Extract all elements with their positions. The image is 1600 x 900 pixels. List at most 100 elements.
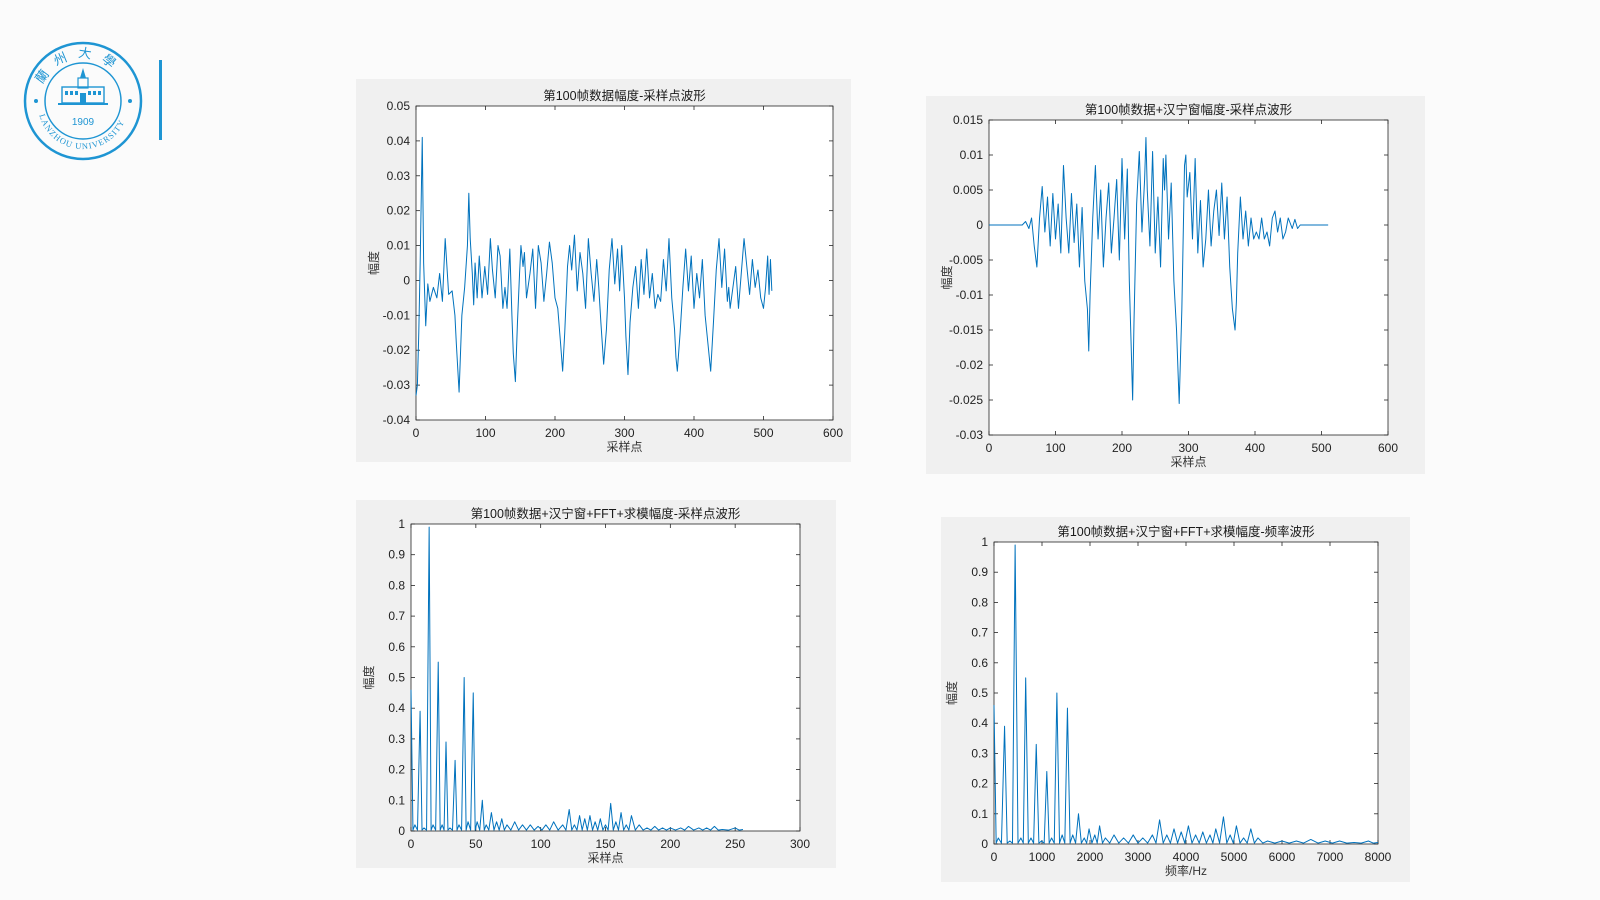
x-tick-label: 300 — [614, 426, 634, 440]
x-tick-label: 8000 — [1365, 850, 1392, 864]
x-tick-label: 3000 — [1125, 850, 1152, 864]
x-tick-label: 300 — [1178, 441, 1198, 455]
y-tick-label: -0.02 — [383, 343, 411, 357]
series-line — [989, 137, 1329, 404]
y-tick-label: 0 — [398, 824, 405, 838]
y-tick-label: 0.02 — [387, 204, 411, 218]
x-tick-label: 600 — [823, 426, 843, 440]
y-tick-label: -0.005 — [949, 253, 983, 267]
y-tick-label: 0.03 — [387, 169, 411, 183]
x-tick-label: 0 — [986, 441, 993, 455]
x-axis-label: 采样点 — [606, 439, 642, 454]
x-tick-label: 4000 — [1173, 850, 1200, 864]
series-line — [415, 136, 773, 396]
y-tick-label: -0.03 — [383, 378, 411, 392]
y-tick-label: 0.4 — [971, 716, 988, 730]
x-tick-label: 200 — [1112, 441, 1132, 455]
x-tick-label: 100 — [531, 837, 551, 851]
chart-svg-3: 0 50 100 150 200 250 300 0 0.1 0.2 0.3 0.4 0.5 0.6 0.7… — [361, 506, 810, 865]
y-tick-label: 0.2 — [388, 763, 405, 777]
y-tick-label: 0.005 — [953, 183, 983, 197]
y-tick-label: -0.015 — [949, 323, 983, 337]
x-tick-label: 100 — [1045, 441, 1065, 455]
x-tick-label: 0 — [408, 837, 415, 851]
x-tick-label: 0 — [413, 426, 420, 440]
chart-title: 第100帧数据+汉宁窗+FFT+求模幅度-频率波形 — [1057, 524, 1315, 539]
chart-panel-fft-samples: 0 50 100 150 200 250 300 0 0.1 0.2 0.3 0.4 0.5 0.6 0.7… — [356, 500, 836, 868]
chart-panel-raw-frame: 0 100 200 300 400 500 600 -0.04 -0.03 -0.02 -0.01 0… — [356, 79, 851, 462]
y-tick-label: 0.6 — [971, 656, 988, 670]
x-tick-label: 1000 — [1029, 850, 1056, 864]
y-tick-label: 1 — [398, 517, 405, 531]
y-tick-label: 0.9 — [388, 548, 405, 562]
x-axis-label: 采样点 — [587, 850, 623, 865]
x-tick-label: 50 — [469, 837, 483, 851]
y-tick-label: 0.1 — [388, 793, 405, 807]
y-tick-label: 0.5 — [971, 686, 988, 700]
chart-title: 第100帧数据+汉宁窗+FFT+求模幅度-采样点波形 — [471, 506, 741, 521]
y-tick-label: 1 — [981, 535, 988, 549]
y-tick-label: 0.05 — [387, 99, 411, 113]
y-tick-label: 0.2 — [971, 777, 988, 791]
y-tick-label: -0.01 — [383, 308, 411, 322]
y-tick-label: -0.025 — [949, 393, 983, 407]
y-tick-label: 0.01 — [960, 148, 984, 162]
chart-panel-hanning-frame: 0 100 200 300 400 500 600 -0.03 -0.025 -0.02 -0.01… — [926, 96, 1425, 474]
x-tick-label: 200 — [660, 837, 680, 851]
x-axis-label: 频率/Hz — [1165, 863, 1207, 878]
plot-area — [993, 541, 1379, 845]
x-tick-label: 2000 — [1077, 850, 1104, 864]
y-tick-label: 0.7 — [388, 609, 405, 623]
y-tick-label: 0.8 — [971, 595, 988, 609]
chart-title: 第100帧数据+汉宁窗幅度-采样点波形 — [1085, 102, 1293, 117]
y-tick-label: -0.01 — [956, 288, 984, 302]
building-icon — [58, 68, 108, 105]
y-tick-label: 0.015 — [953, 113, 983, 127]
y-tick-label: 0.3 — [971, 746, 988, 760]
x-tick-label: 400 — [1245, 441, 1265, 455]
y-axis-label: 幅度 — [361, 665, 376, 689]
y-tick-label: 0.5 — [388, 671, 405, 685]
x-tick-label: 300 — [790, 837, 810, 851]
y-axis-label: 幅度 — [944, 681, 959, 705]
y-tick-label: -0.03 — [956, 428, 984, 442]
y-axis-label: 幅度 — [939, 265, 954, 289]
y-tick-label: 0 — [403, 273, 410, 287]
y-tick-label: 0.3 — [388, 732, 405, 746]
x-tick-label: 200 — [545, 426, 565, 440]
x-tick-label: 7000 — [1317, 850, 1344, 864]
y-tick-label: 0.1 — [971, 807, 988, 821]
x-tick-label: 600 — [1378, 441, 1398, 455]
logo-year: 1909 — [72, 117, 95, 128]
plot-area — [415, 105, 834, 421]
x-tick-label: 150 — [595, 837, 615, 851]
chart-svg-4: 0 1000 2000 3000 4000 5000 6000 7000 8000 0 0.1 0.2… — [944, 524, 1392, 878]
y-axis-label: 幅度 — [366, 251, 381, 275]
university-logo: 蘭州大學 LANZHOU UNIVERSITY 1909 — [23, 41, 143, 161]
y-tick-label: 0 — [976, 218, 983, 232]
chart-panel-fft-frequency: 0 1000 2000 3000 4000 5000 6000 7000 8000 0 0.1 0.2… — [941, 517, 1410, 882]
chart-title: 第100帧数据幅度-采样点波形 — [543, 88, 706, 103]
series-line — [410, 526, 744, 831]
y-tick-label: 0 — [981, 837, 988, 851]
y-tick-label: 0.8 — [388, 578, 405, 592]
plot-area — [988, 119, 1389, 436]
chart-svg-1: 0 100 200 300 400 500 600 -0.04 -0.03 -0.02 -0.01 0… — [366, 88, 843, 454]
x-tick-label: 0 — [991, 850, 998, 864]
y-tick-label: 0.6 — [388, 640, 405, 654]
x-tick-label: 400 — [684, 426, 704, 440]
x-tick-label: 500 — [1311, 441, 1331, 455]
y-tick-label: 0.7 — [971, 626, 988, 640]
header-divider — [159, 60, 162, 140]
y-tick-label: -0.04 — [383, 413, 411, 427]
chart-svg-2: 0 100 200 300 400 500 600 -0.03 -0.025 -0.02 -0.01… — [939, 102, 1398, 469]
series-line — [993, 544, 1379, 844]
x-axis-label: 采样点 — [1170, 454, 1206, 469]
x-tick-label: 100 — [475, 426, 495, 440]
x-tick-label: 500 — [753, 426, 773, 440]
plot-area — [410, 523, 801, 832]
y-tick-label: 0.04 — [387, 134, 411, 148]
x-tick-label: 5000 — [1221, 850, 1248, 864]
x-tick-label: 6000 — [1269, 850, 1296, 864]
y-tick-label: -0.02 — [956, 358, 984, 372]
